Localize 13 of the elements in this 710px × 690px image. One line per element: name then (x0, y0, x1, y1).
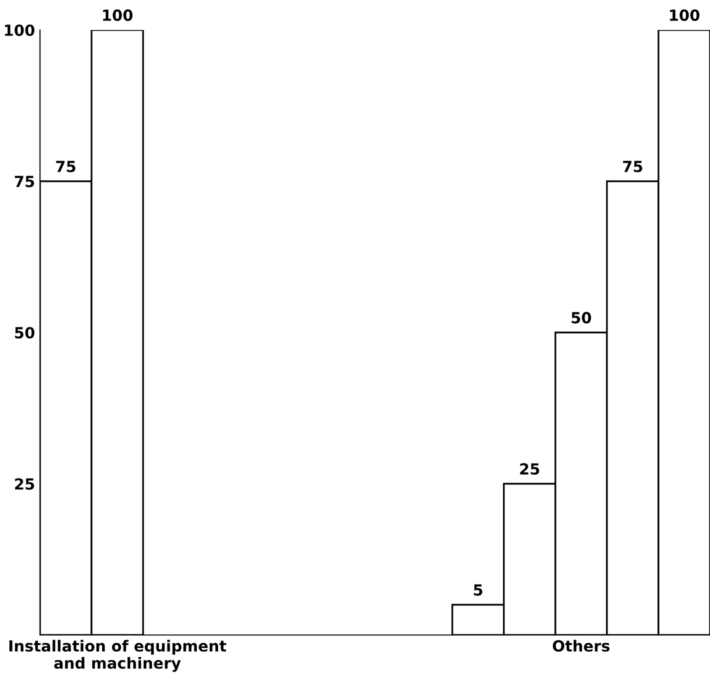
y-tick-label: 25 (15, 478, 34, 490)
data-label: 100 (103, 9, 133, 21)
data-label: 75 (623, 160, 642, 172)
data-label: 50 (572, 312, 592, 324)
x-tick-label: Others (552, 640, 610, 652)
data-label: 75 (56, 160, 76, 172)
data-label: 5 (474, 584, 482, 596)
data-label: 100 (670, 9, 700, 21)
data-label: 25 (520, 463, 540, 475)
x-tick-label: Installation of equipment and machinery (9, 640, 226, 672)
y-tick-label: 100 (4, 24, 34, 36)
y-tick-label: 75 (14, 176, 34, 188)
y-tick-label: 50 (15, 326, 34, 339)
